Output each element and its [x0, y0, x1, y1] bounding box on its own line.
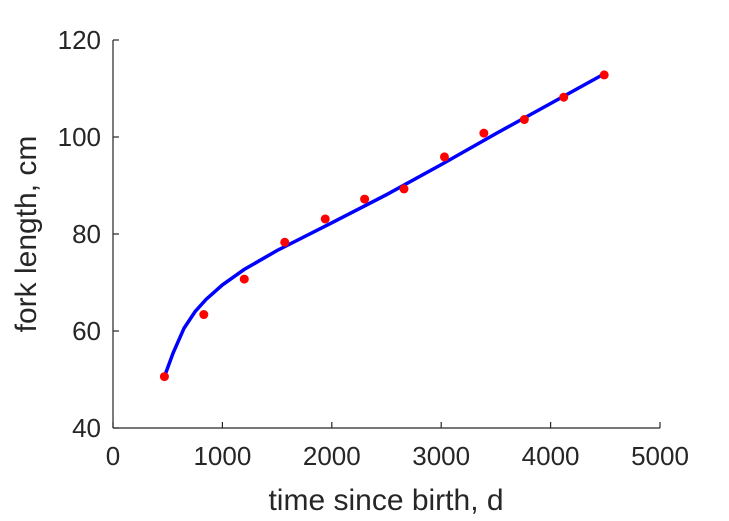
data-point [239, 274, 249, 284]
data-point [399, 184, 409, 194]
x-tick-label: 2000 [303, 441, 361, 471]
y-tick-label: 40 [72, 413, 101, 443]
data-point [320, 214, 330, 224]
data-point [439, 152, 449, 162]
x-tick-label: 4000 [522, 441, 580, 471]
x-tick-label: 3000 [412, 441, 470, 471]
data-point [599, 70, 609, 80]
x-tick-label: 1000 [193, 441, 251, 471]
x-tick-label: 0 [106, 441, 120, 471]
data-point [159, 372, 169, 382]
data-point [360, 194, 370, 204]
y-tick-label: 100 [58, 122, 101, 152]
fit-curve [162, 72, 606, 378]
plot-area [159, 70, 609, 382]
data-point [519, 115, 529, 125]
y-tick-label: 80 [72, 219, 101, 249]
x-ticks: 0 1000 2000 3000 4000 5000 [106, 422, 689, 471]
data-point [479, 128, 489, 138]
data-point [199, 310, 209, 320]
y-ticks: 40 60 80 100 120 [58, 25, 119, 443]
y-axis-label: fork length, cm [10, 136, 43, 333]
y-tick-label: 60 [72, 316, 101, 346]
data-point [559, 92, 569, 102]
axes [112, 40, 660, 429]
x-tick-label: 5000 [631, 441, 689, 471]
x-axis-label: time since birth, d [268, 484, 503, 517]
y-tick-label: 120 [58, 25, 101, 55]
data-point [280, 237, 290, 247]
